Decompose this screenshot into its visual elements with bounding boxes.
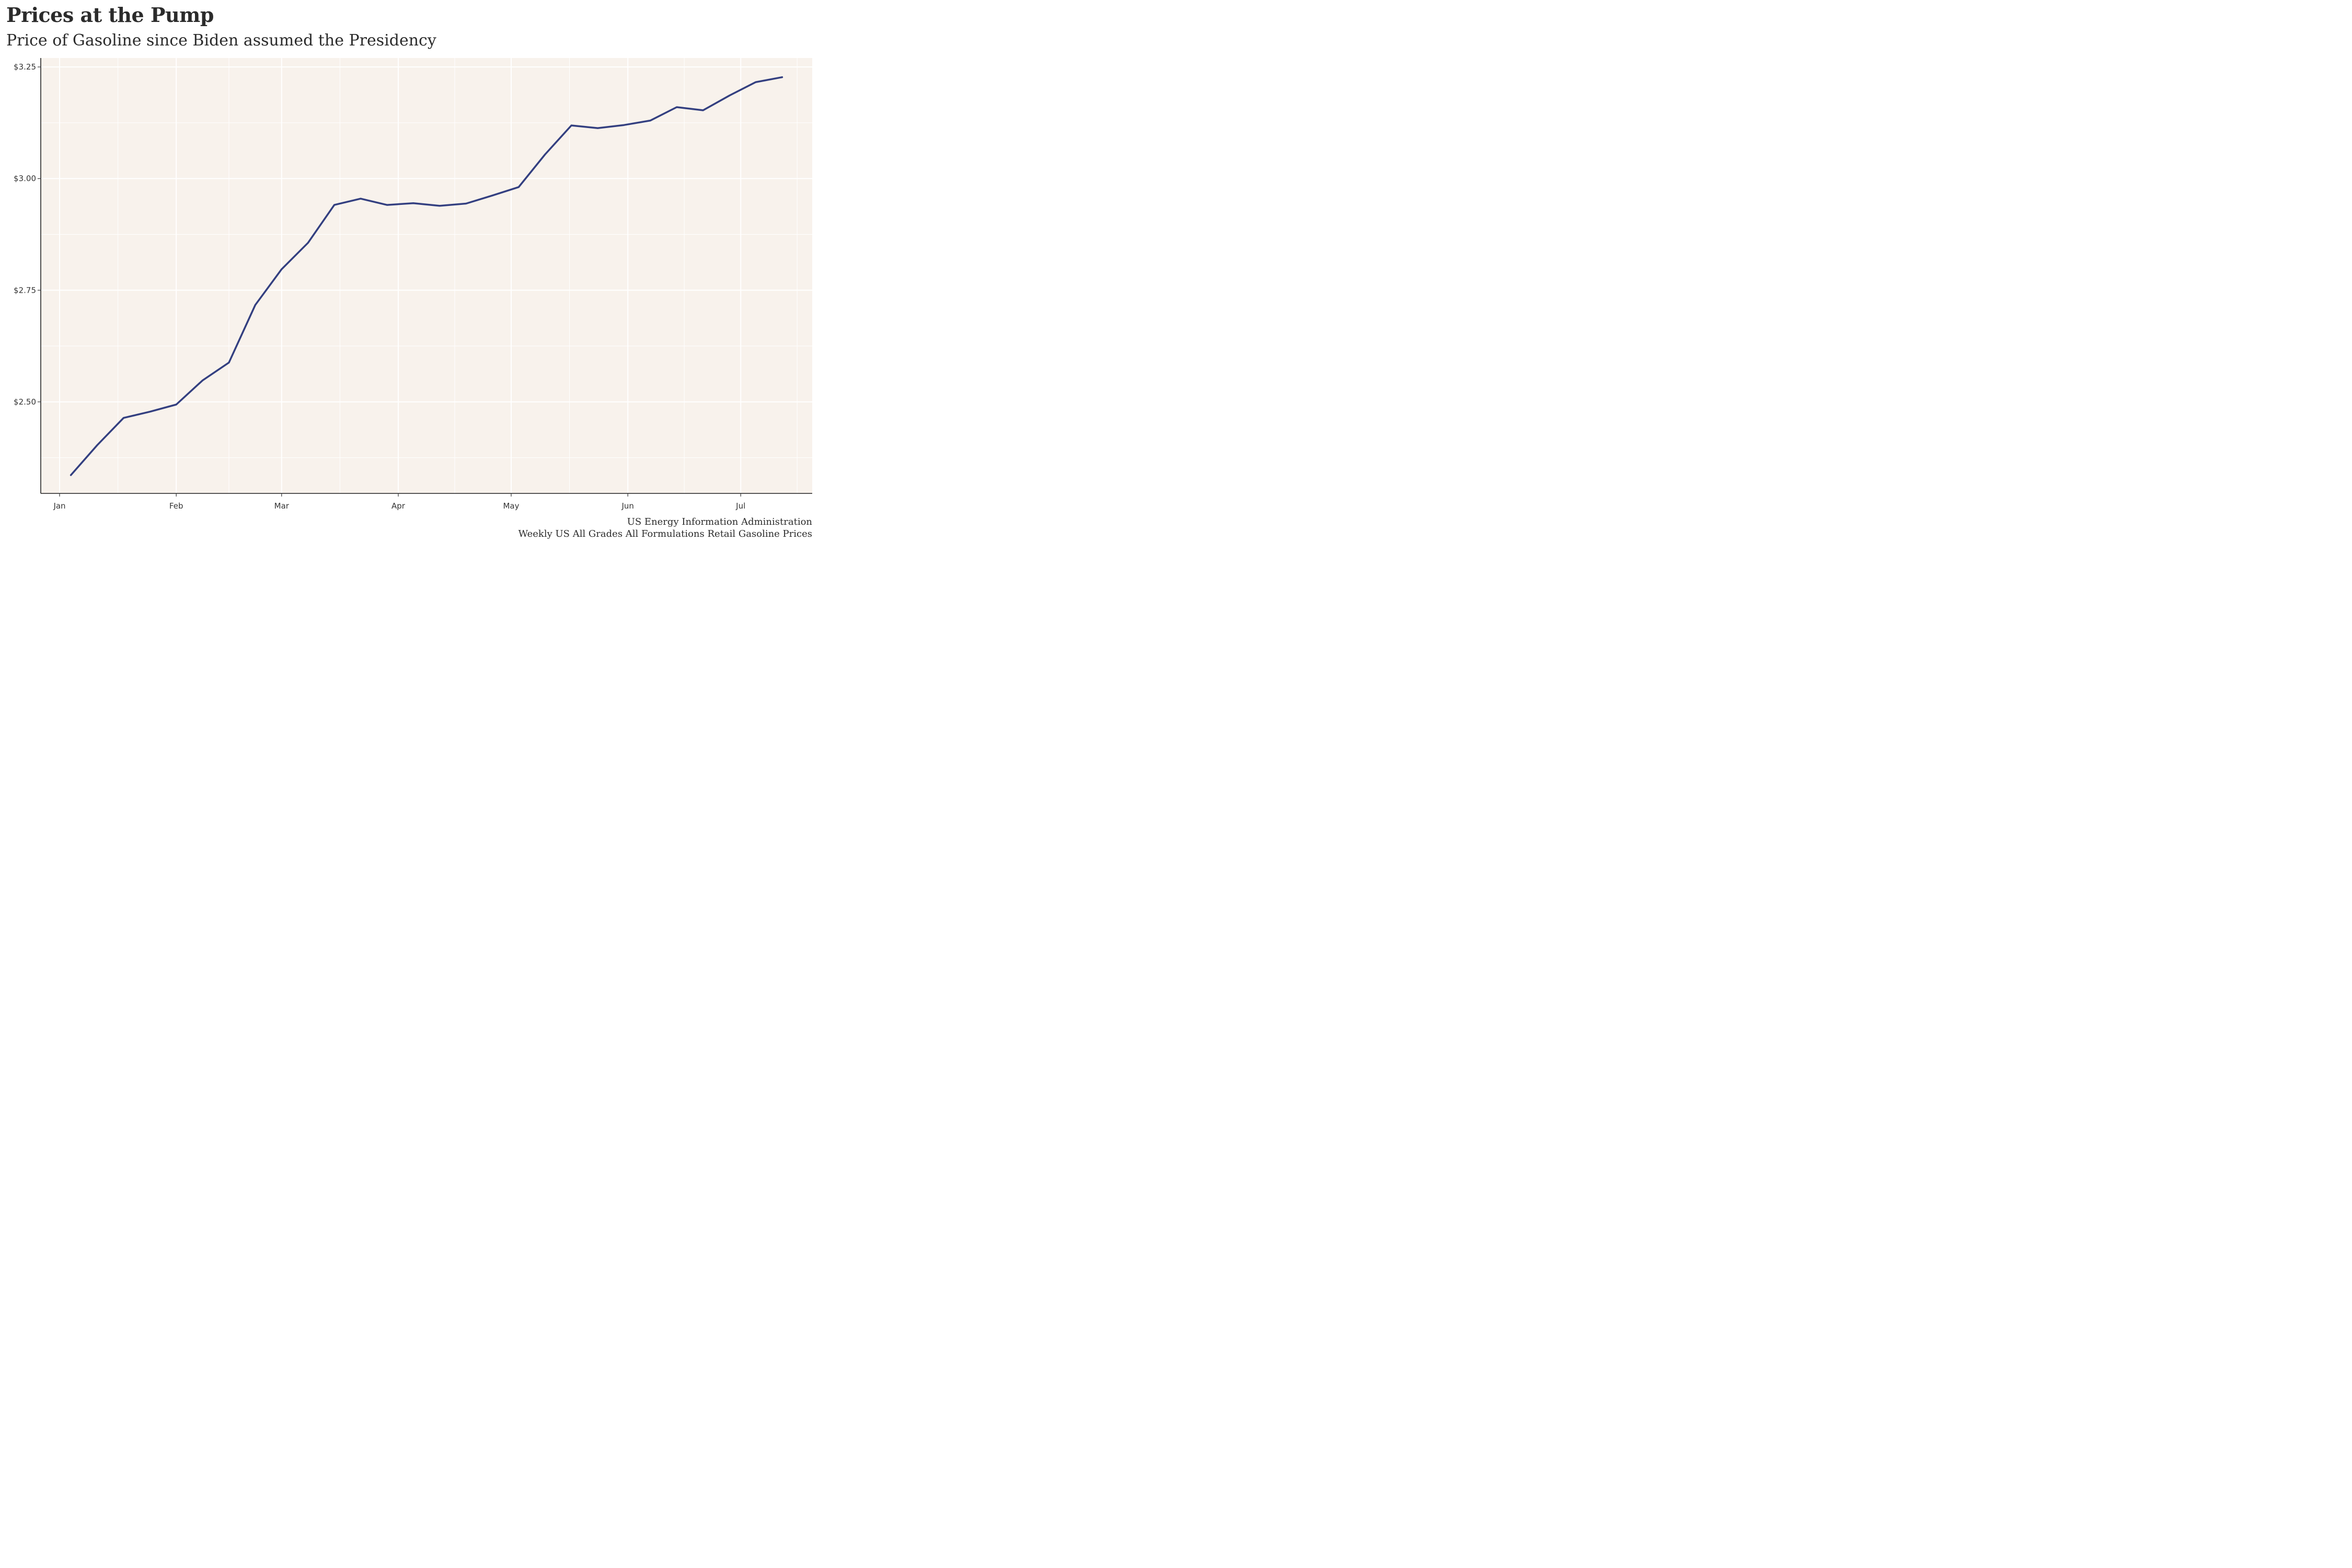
x-tick-label: Feb <box>169 501 183 511</box>
axes <box>40 58 812 494</box>
x-tick-label: Jan <box>53 501 65 511</box>
y-tick-label: $3.25 <box>14 62 36 72</box>
price-series-line <box>70 76 783 476</box>
x-tick-label: May <box>503 501 519 511</box>
y-axis-ticks: $2.50 $2.75 $3.00 $3.25 <box>14 62 41 407</box>
y-tick-label: $2.50 <box>14 397 36 407</box>
x-tick-label: Mar <box>274 501 290 511</box>
minor-gridlines <box>41 58 812 493</box>
source-caption: US Energy Information Administration <box>627 516 812 527</box>
major-gridlines <box>41 58 812 493</box>
y-tick-label: $3.00 <box>14 174 36 183</box>
y-tick-label: $2.75 <box>14 285 36 295</box>
plot-panel <box>41 58 812 493</box>
x-tick-label: Jul <box>735 501 745 511</box>
x-tick-label: Apr <box>391 501 406 511</box>
chart-title: Prices at the Pump <box>6 3 214 27</box>
chart-subtitle: Price of Gasoline since Biden assumed th… <box>6 31 436 50</box>
x-tick-label: Jun <box>621 501 633 511</box>
x-axis-ticks: Jan Feb Mar Apr May Jun Jul <box>53 493 745 511</box>
source-description-caption: Weekly US All Grades All Formulations Re… <box>518 528 812 539</box>
gasoline-price-line-chart: Jan Feb Mar Apr May Jun Jul $2.50 $2.75 $3.00 $3.… <box>14 58 812 511</box>
